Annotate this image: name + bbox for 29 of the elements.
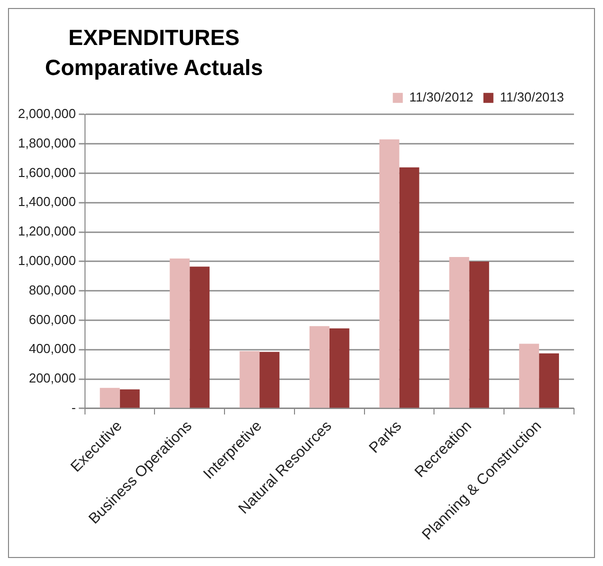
bar [190,266,210,408]
bar [240,351,260,408]
chart-title: EXPENDITURES [67,24,241,52]
bar [519,344,540,408]
y-tick-label: 1,400,000 [18,194,76,210]
legend-label: 11/30/2013 [500,89,564,104]
chart-subtitle: Comparative Actuals [44,54,264,82]
y-tick-label: 1,600,000 [18,164,76,180]
y-tick-label: 200,000 [28,370,76,386]
bar [329,328,350,408]
y-tick-label: 600,000 [28,312,76,327]
bar [469,261,490,408]
bar [170,258,190,408]
y-tick-label: 1,800,000 [18,135,76,150]
bar [449,257,470,408]
bar [399,167,420,408]
legend-label: 11/30/2012 [409,89,474,104]
y-tick-label: 1,200,000 [18,224,76,239]
bar [120,389,140,408]
y-tick-label: 400,000 [28,341,76,356]
bar [539,353,559,408]
y-tick-label: 2,000,000 [18,106,76,121]
bar [100,388,120,408]
bar [260,352,280,408]
y-tick-label: 800,000 [28,282,76,298]
bar [310,326,330,408]
y-tick-label: 1,000,000 [18,253,76,268]
y-tick-label: - [71,400,76,416]
bar [379,139,400,408]
